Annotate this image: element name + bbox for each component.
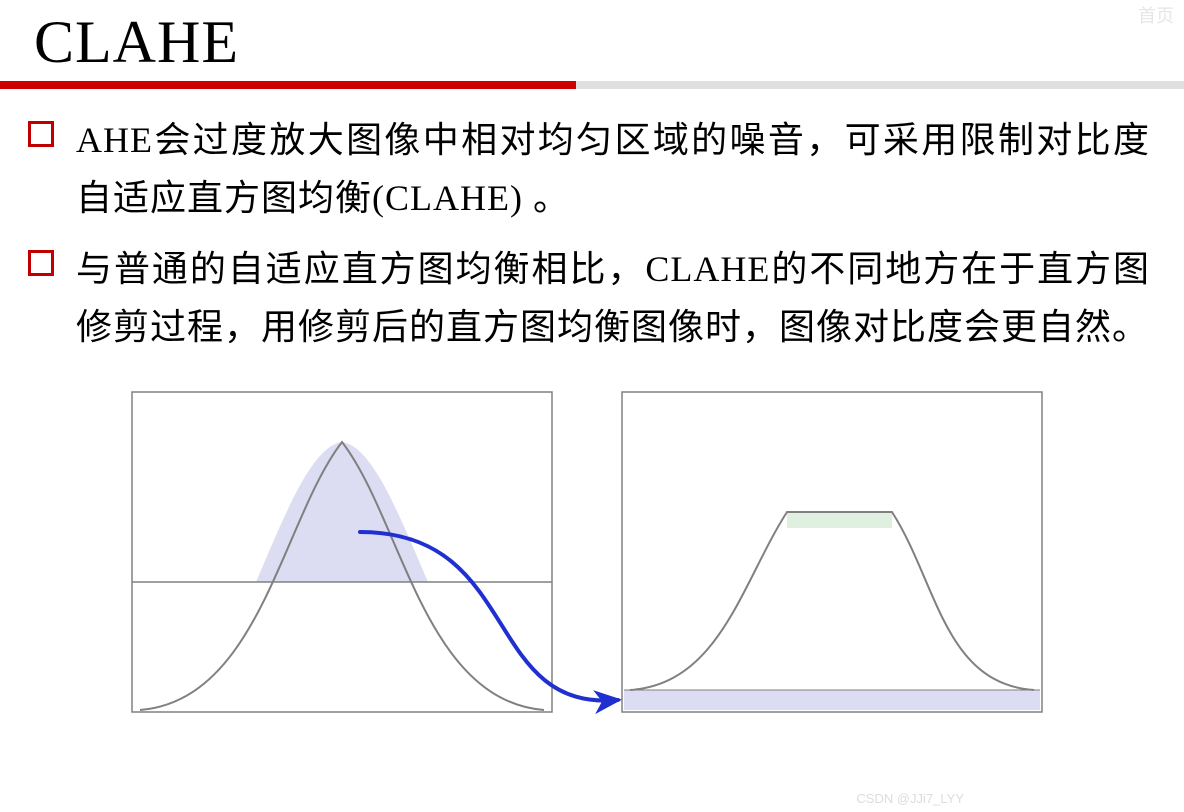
clahe-diagram [122, 382, 1062, 722]
bullet-text-2: 与普通的自适应直方图均衡相比，CLAHE的不同地方在于直方图修剪过程，用修剪后的… [76, 240, 1150, 357]
title-underline [0, 81, 1184, 89]
bullet-marker-icon [28, 250, 54, 276]
slide-title: CLAHE [0, 0, 1184, 81]
underline-grey [576, 81, 1184, 89]
underline-red [0, 81, 576, 89]
watermark: CSDN @JJi7_LYY [856, 791, 964, 806]
corner-text: 首页 [1138, 2, 1174, 28]
bullet-item-1: AHE会过度放大图像中相对均匀区域的噪音，可采用限制对比度自适应直方图均衡(CL… [0, 107, 1184, 236]
bullet-text-1: AHE会过度放大图像中相对均匀区域的噪音，可采用限制对比度自适应直方图均衡(CL… [76, 111, 1150, 228]
diagram-area [0, 382, 1184, 722]
bullet-item-2: 与普通的自适应直方图均衡相比，CLAHE的不同地方在于直方图修剪过程，用修剪后的… [0, 236, 1184, 365]
bullet-marker-icon [28, 121, 54, 147]
